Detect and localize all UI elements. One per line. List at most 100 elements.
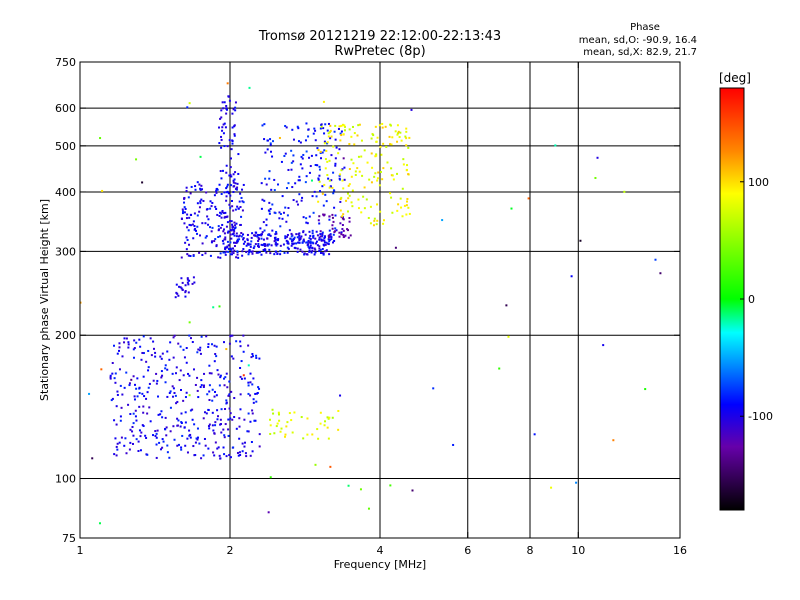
- data-point: [215, 345, 218, 348]
- data-point: [347, 484, 350, 487]
- data-point: [328, 240, 331, 243]
- data-point: [247, 364, 250, 367]
- data-point: [257, 238, 260, 241]
- data-point: [129, 428, 132, 431]
- data-point: [275, 244, 278, 247]
- data-point: [251, 383, 254, 386]
- data-point: [193, 281, 196, 284]
- data-point: [370, 181, 373, 184]
- data-point: [301, 241, 304, 244]
- data-point: [208, 372, 211, 375]
- data-point: [91, 457, 94, 460]
- data-point: [222, 212, 225, 215]
- data-point: [223, 436, 226, 439]
- data-point: [290, 419, 293, 422]
- data-point: [240, 377, 243, 380]
- data-point: [221, 223, 224, 226]
- data-point: [196, 351, 199, 354]
- data-point: [326, 160, 329, 163]
- data-point: [205, 235, 208, 238]
- data-point: [219, 226, 222, 229]
- data-point: [319, 190, 322, 193]
- data-point: [219, 211, 222, 214]
- data-point: [263, 138, 266, 141]
- data-point: [249, 245, 252, 248]
- data-point: [251, 250, 254, 253]
- data-point: [193, 225, 196, 228]
- data-point: [408, 212, 411, 215]
- data-point: [408, 136, 411, 139]
- data-point: [220, 116, 223, 119]
- data-point: [245, 244, 248, 247]
- data-point: [338, 177, 341, 180]
- data-point: [256, 391, 259, 394]
- data-point: [224, 215, 227, 218]
- data-point: [334, 227, 337, 230]
- data-point: [339, 200, 342, 203]
- data-point: [272, 412, 275, 415]
- data-point: [265, 224, 268, 227]
- data-point: [199, 155, 202, 158]
- data-point: [209, 200, 212, 203]
- data-point: [235, 427, 238, 430]
- data-point: [290, 238, 293, 241]
- data-point: [305, 122, 308, 125]
- data-point: [172, 425, 175, 428]
- data-point: [180, 412, 183, 415]
- data-point: [232, 357, 235, 360]
- data-point: [207, 218, 210, 221]
- data-point: [404, 135, 407, 138]
- data-point: [287, 207, 290, 210]
- data-point: [231, 225, 234, 228]
- data-point: [328, 253, 331, 256]
- data-point: [348, 216, 351, 219]
- data-point: [321, 252, 324, 255]
- data-point: [185, 248, 188, 251]
- data-point: [274, 238, 277, 241]
- data-point: [268, 177, 271, 180]
- data-point: [269, 418, 272, 421]
- data-point: [192, 445, 195, 448]
- data-point: [257, 236, 260, 239]
- data-point: [305, 217, 308, 220]
- data-point: [324, 123, 327, 126]
- data-point: [115, 445, 118, 448]
- data-point: [371, 166, 374, 169]
- data-point: [344, 234, 347, 237]
- data-point: [136, 377, 139, 380]
- data-point: [308, 237, 311, 240]
- data-point: [305, 241, 308, 244]
- data-point: [214, 424, 217, 427]
- y-axis-label: Stationary phase Virtual Height [km]: [38, 199, 51, 401]
- colorbar-label: [deg]: [719, 71, 751, 85]
- data-point: [396, 133, 399, 136]
- data-point: [316, 147, 319, 150]
- data-point: [316, 428, 319, 431]
- data-point: [113, 377, 116, 380]
- data-point: [273, 432, 276, 435]
- data-point: [247, 344, 250, 347]
- data-point: [164, 428, 167, 431]
- data-point: [308, 247, 311, 250]
- data-point: [401, 215, 404, 218]
- data-point: [183, 356, 186, 359]
- data-point: [328, 186, 331, 189]
- data-point: [222, 132, 225, 135]
- data-point: [251, 450, 254, 453]
- data-point: [210, 241, 213, 244]
- data-point: [198, 442, 201, 445]
- data-point: [138, 405, 141, 408]
- data-point: [274, 233, 277, 236]
- data-point: [174, 394, 177, 397]
- data-point: [229, 247, 232, 250]
- data-point: [183, 201, 186, 204]
- data-point: [274, 241, 277, 244]
- data-point: [224, 250, 227, 253]
- data-point: [318, 165, 321, 168]
- data-point: [227, 418, 230, 421]
- data-point: [282, 211, 285, 214]
- data-point: [369, 205, 372, 208]
- data-point: [319, 127, 322, 130]
- data-point: [237, 454, 240, 457]
- data-point: [205, 335, 208, 338]
